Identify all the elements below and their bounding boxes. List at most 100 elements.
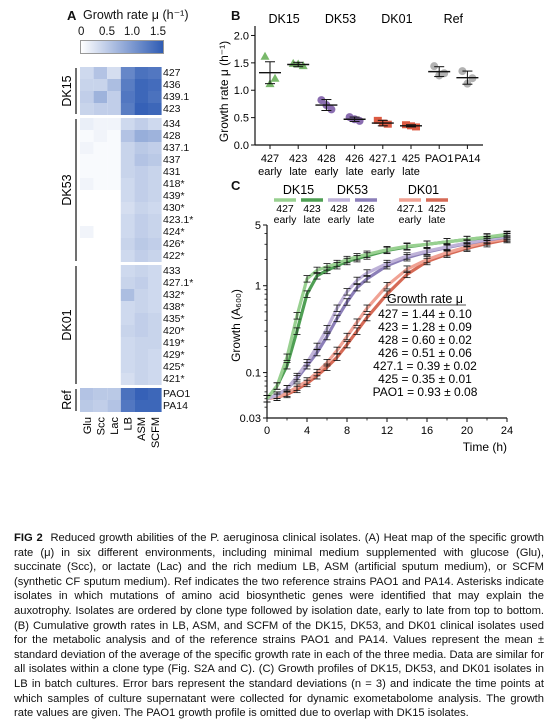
heatmap-cell [80, 325, 94, 337]
heatmap-cell [120, 202, 135, 214]
heatmap-cell [93, 154, 108, 166]
heatmap-cell [80, 190, 94, 202]
b-y-tick-label: 1.5 [234, 58, 249, 70]
heatmap-cell [107, 325, 121, 337]
heatmap-row-label: 429* [163, 349, 185, 361]
b-data-point [317, 96, 326, 105]
heatmap-cell [80, 166, 94, 178]
heatmap-cell [148, 313, 162, 325]
heatmap-cell [134, 226, 148, 238]
c-x-tick-label: 8 [344, 425, 350, 437]
c-x-tick-label: 12 [381, 425, 393, 437]
heatmap-cell [107, 238, 121, 250]
heatmap-cell [93, 202, 108, 214]
c-legend-group: DK01 [408, 183, 439, 197]
heatmap-cell [120, 154, 135, 166]
b-x-tick-label: 426 [345, 153, 363, 165]
heatmap-cell [134, 250, 148, 262]
c-legend-label: 423 [303, 203, 321, 215]
c-x-tick-label: 24 [501, 425, 513, 437]
b-y-axis-label: Growth rate μ (h⁻¹) [217, 41, 231, 142]
heatmap-cell [134, 361, 148, 373]
heatmap-cell [148, 190, 162, 202]
heatmap-cell [120, 400, 135, 412]
heatmap-cell [80, 373, 94, 385]
heatmap-cell [134, 79, 148, 91]
b-x-tick-sublabel: late [402, 166, 420, 178]
heatmap-cell [148, 337, 162, 349]
heatmap-cell [107, 118, 121, 130]
c-y-tick-label: 5 [255, 220, 261, 232]
panel-b-label: B [231, 8, 241, 23]
heatmap-cell [93, 238, 108, 250]
b-data-point [270, 73, 280, 82]
heatmap-group-label: DK53 [60, 174, 74, 205]
heatmap-cell [134, 67, 148, 79]
heatmap-cell [93, 226, 108, 238]
heatmap-cell [148, 130, 162, 142]
heatmap-row-label: 437 [163, 154, 181, 166]
c-x-tick-label: 4 [304, 425, 310, 437]
heatmap-cell [80, 91, 94, 103]
heatmap-cell [93, 349, 108, 361]
heatmap-cell [107, 250, 121, 262]
scale-tick-10: 1.0 [124, 26, 140, 38]
heatmap-cell [148, 103, 162, 115]
heatmap-cell [80, 250, 94, 262]
heatmap-cell [93, 67, 108, 79]
c-legend-label: 425 [428, 203, 446, 215]
c-y-tick-label: 1 [255, 281, 261, 293]
heatmap-cell [148, 166, 162, 178]
heatmap-cell [120, 67, 135, 79]
c-x-tick-label: 0 [264, 425, 270, 437]
heatmap-column-label: Lac [109, 417, 121, 435]
b-group-label: DK15 [268, 12, 299, 26]
heatmap-row-label: 419* [163, 337, 185, 349]
c-x-axis-label: Time (h) [463, 440, 507, 454]
heatmap-cell [107, 202, 121, 214]
heatmap-cell [80, 79, 94, 91]
heatmap-cell [80, 289, 94, 301]
heatmap-cell [148, 250, 162, 262]
heatmap-cell [93, 277, 108, 289]
c-growth-rate-value: PAO1 = 0.93 ± 0.08 [373, 385, 478, 399]
heatmap-cell [120, 373, 135, 385]
c-growth-rate-value: 423 = 1.28 ± 0.09 [378, 320, 472, 334]
heatmap-cell [107, 265, 121, 277]
heatmap-cell [93, 142, 108, 154]
c-growth-rate-value: 426 = 0.51 ± 0.06 [378, 346, 472, 360]
heatmap-cell [93, 91, 108, 103]
heatmap-cell [148, 289, 162, 301]
heatmap-cell [134, 277, 148, 289]
heatmap-group-label: DK01 [60, 309, 74, 340]
heatmap-cell [107, 190, 121, 202]
heatmap-row-label: 418* [163, 178, 185, 190]
b-x-tick-sublabel: early [258, 166, 282, 178]
heatmap-cell [148, 67, 162, 79]
heatmap-cell [93, 388, 108, 400]
heatmap-cell [107, 361, 121, 373]
scale-tick-0: 0 [78, 26, 85, 38]
c-series-line [266, 234, 508, 401]
heatmap-cell [107, 67, 121, 79]
heatmap-cell [120, 388, 135, 400]
b-y-tick-label: 0.5 [234, 113, 249, 125]
heatmap-cell [93, 190, 108, 202]
b-x-tick-label: PAO1 [425, 153, 454, 165]
heatmap-cell [93, 373, 108, 385]
heatmap-cell [93, 250, 108, 262]
c-series-line [265, 232, 508, 400]
heatmap-cell [80, 301, 94, 313]
heatmap-cell [148, 373, 162, 385]
heatmap-row-label: 436 [163, 79, 181, 91]
caption-text: Reduced growth abilities of the P. aerug… [14, 532, 545, 720]
heatmap-row-label: 423 [163, 103, 181, 115]
heatmap-color-scale [80, 40, 164, 54]
scale-tick-05: 0.5 [99, 26, 115, 38]
heatmap-cell [120, 130, 135, 142]
heatmap-cell [107, 79, 121, 91]
heatmap-cell [148, 79, 162, 91]
c-series-line [266, 236, 508, 401]
heatmap-row-label: 424* [163, 226, 185, 238]
heatmap-cell [148, 214, 162, 226]
